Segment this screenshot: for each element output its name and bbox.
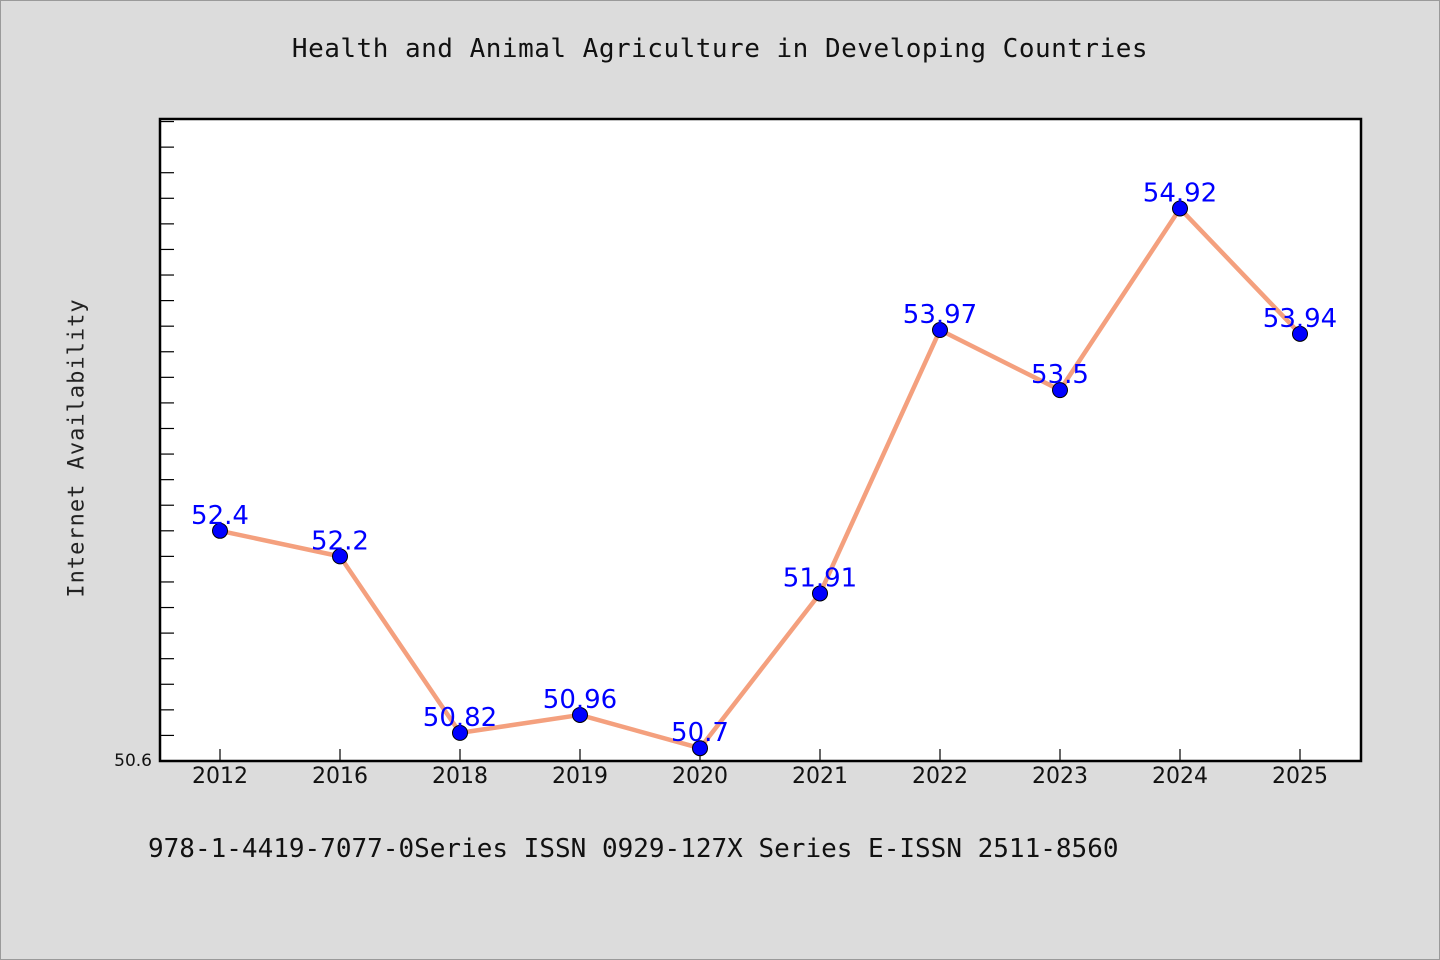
- footer-note: 978-1-4419-7077-0Series ISSN 0929-127X S…: [148, 834, 1119, 864]
- x-tick-label: 2022: [912, 764, 968, 789]
- data-point: [452, 724, 468, 741]
- y-axis-ticks: [160, 120, 174, 762]
- data-label: 50.7: [671, 718, 729, 748]
- data-label: 53.94: [1263, 304, 1337, 334]
- data-points: [212, 200, 1308, 757]
- data-point: [1172, 200, 1188, 217]
- x-tick-label: 2020: [672, 764, 728, 789]
- x-tick-label: 2024: [1152, 764, 1208, 789]
- y-tick-label: 50.6: [114, 751, 152, 771]
- data-label: 52.2: [311, 526, 369, 556]
- data-point: [812, 585, 828, 602]
- plot-area: [158, 117, 1363, 763]
- x-tick-label: 2023: [1032, 764, 1088, 789]
- data-point: [332, 548, 348, 565]
- data-label: 52.4: [191, 501, 249, 531]
- chart-title: Health and Animal Agriculture in Develop…: [291, 34, 1149, 64]
- data-label: 51.91: [783, 563, 857, 593]
- data-point: [1292, 325, 1308, 342]
- x-tick-label: 2025: [1272, 764, 1328, 789]
- x-tick-label: 2019: [552, 764, 608, 789]
- data-label: 50.82: [423, 703, 497, 733]
- x-tick-label: 2016: [312, 764, 368, 789]
- x-tick-label: 2021: [792, 764, 848, 789]
- series-line: [217, 206, 1303, 751]
- data-point: [932, 322, 948, 339]
- data-label: 53.5: [1031, 360, 1089, 390]
- data-point: [1052, 382, 1068, 399]
- data-point: [692, 740, 708, 757]
- x-tick-label: 2018: [432, 764, 488, 789]
- data-label: 53.97: [903, 300, 977, 330]
- data-point: [572, 706, 588, 723]
- data-labels: 52.4 52.2 50.82 50.96 50.7 51.91 53.97 53.5 54.9…: [191, 179, 1337, 749]
- data-label: 54.92: [1143, 179, 1217, 209]
- data-point: [212, 522, 228, 539]
- data-label: 50.96: [543, 685, 617, 715]
- x-tick-labels: 2012 2016 2018 2019 2020 2021 2022 2023 2024 2025: [192, 764, 1328, 789]
- x-tick-label: 2012: [192, 764, 248, 789]
